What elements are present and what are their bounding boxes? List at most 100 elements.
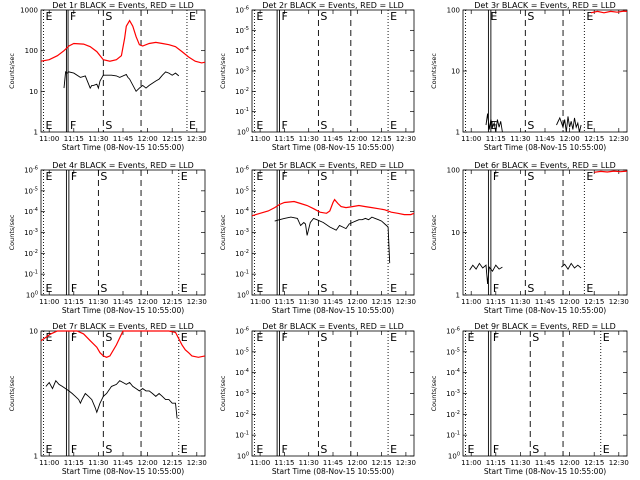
marker-label-top: E <box>181 170 188 183</box>
marker-label-top: E <box>45 10 52 23</box>
y-tick-label: 1 <box>456 292 460 300</box>
events-series-line <box>63 71 180 93</box>
y-tick-label: 1 <box>456 129 460 137</box>
x-tick-label: 12:00 <box>560 459 580 467</box>
marker-label-top: S <box>105 10 112 23</box>
x-tick-label: 11:45 <box>323 459 343 467</box>
marker-label-top: F <box>282 331 288 344</box>
y-tick-label: 10-6 <box>235 327 249 336</box>
marker-label-bottom: S <box>100 282 107 295</box>
y-tick-label: 100 <box>237 452 249 461</box>
y-tick-label: 10-3 <box>235 389 249 398</box>
x-tick-label: 12:30 <box>396 135 416 143</box>
marker-label-top: E <box>390 10 397 23</box>
marker-label-top: S <box>320 331 327 344</box>
x-tick-label: 11:00 <box>461 298 481 306</box>
y-tick-label: 10-2 <box>446 410 460 419</box>
x-tick-label: 11:15 <box>64 459 84 467</box>
marker-label-top: E <box>490 10 497 23</box>
x-tick-label: 12:00 <box>138 298 158 306</box>
chart-panel: Det 8r BLACK = Events, RED = LLD 11:00 11:… <box>219 322 416 476</box>
marker-label-top: F <box>282 170 288 183</box>
marker-label-bottom: E <box>256 119 263 132</box>
chart-title: Det 1r BLACK = Events, RED = LLD <box>52 1 194 10</box>
lld-series-line <box>251 198 415 217</box>
x-tick-label: 12:15 <box>372 298 392 306</box>
marker-label-top: E <box>45 331 52 344</box>
y-axis-label: Counts/sec <box>430 53 438 89</box>
y-tick-label: 10 <box>451 229 460 237</box>
x-tick-label: 11:00 <box>39 135 59 143</box>
marker-label-bottom: S <box>105 443 112 456</box>
chart-panel: Det 3r BLACK = Events, RED = LLD 11:00 11:… <box>430 1 629 152</box>
y-tick-label: 10-4 <box>235 368 249 377</box>
axes-frame <box>251 330 415 457</box>
events-series-line <box>45 379 178 419</box>
chart-title: Det 7r BLACK = Events, RED = LLD <box>52 322 194 331</box>
x-axis-label: Start Time (08-Nov-15 10:55:00) <box>484 143 606 152</box>
y-tick-label: 10-4 <box>24 207 38 216</box>
chart-title: Det 8r BLACK = Events, RED = LLD <box>262 322 404 331</box>
marker-label-top: F <box>71 170 77 183</box>
y-tick-label: 10-5 <box>235 26 249 35</box>
chart-title: Det 2r BLACK = Events, RED = LLD <box>262 1 404 10</box>
events-series-line <box>556 116 582 133</box>
marker-label-bottom: E <box>256 443 263 456</box>
y-tick-label: 10 <box>451 68 460 76</box>
y-tick-label: 100 <box>447 7 460 15</box>
y-tick-label: 10-5 <box>235 186 249 195</box>
x-tick-label: 11:00 <box>250 298 270 306</box>
x-tick-label: 11:30 <box>88 135 108 143</box>
y-axis-label: Counts/sec <box>8 53 16 89</box>
marker-label-bottom: S <box>105 119 112 132</box>
y-tick-label: 10-5 <box>235 347 249 356</box>
x-tick-label: 11:15 <box>486 459 506 467</box>
x-tick-label: 11:15 <box>274 298 294 306</box>
y-tick-label: 10-6 <box>235 166 249 175</box>
y-tick-label: 10-4 <box>446 368 460 377</box>
axes-frame <box>251 169 415 296</box>
x-tick-label: 12:15 <box>584 298 604 306</box>
y-tick-label: 100 <box>448 452 460 461</box>
x-axis-label: Start Time (08-Nov-15 10:55:00) <box>484 467 606 476</box>
marker-label-top: F <box>493 331 499 344</box>
y-tick-label: 10-6 <box>446 327 460 336</box>
events-series-line <box>469 262 503 285</box>
x-tick-label: 11:45 <box>535 459 555 467</box>
marker-label-top: E <box>256 10 263 23</box>
x-tick-label: 11:30 <box>88 459 108 467</box>
chart-panel: Det 6r BLACK = Events, RED = LLD 11:00 11:… <box>430 161 629 315</box>
marker-label-bottom: S <box>532 443 539 456</box>
marker-label-bottom: S <box>320 119 327 132</box>
marker-label-bottom: S <box>527 282 534 295</box>
marker-label-bottom: F <box>282 282 288 295</box>
y-axis-label: Counts/sec <box>219 375 227 411</box>
y-tick-label: 10-4 <box>235 46 249 55</box>
y-tick-label: 10-3 <box>235 67 249 76</box>
marker-label-top: S <box>105 331 112 344</box>
marker-label-top: E <box>586 170 593 183</box>
marker-label-bottom: E <box>467 443 474 456</box>
y-tick-label: 10-2 <box>24 249 38 258</box>
y-tick-label: 10-2 <box>235 410 249 419</box>
marker-label-bottom: E <box>45 443 52 456</box>
y-tick-label: 100 <box>447 167 460 175</box>
marker-label-bottom: S <box>527 119 534 132</box>
x-tick-label: 12:00 <box>347 135 367 143</box>
y-tick-label: 10-1 <box>446 431 460 440</box>
marker-label-bottom: E <box>390 282 397 295</box>
x-tick-label: 12:00 <box>560 135 580 143</box>
x-tick-label: 11:15 <box>64 298 84 306</box>
x-tick-label: 11:00 <box>250 135 270 143</box>
x-tick-label: 11:30 <box>299 298 319 306</box>
x-tick-label: 11:30 <box>299 135 319 143</box>
y-tick-label: 10-3 <box>235 228 249 237</box>
marker-label-bottom: F <box>71 282 77 295</box>
x-tick-label: 12:15 <box>584 135 604 143</box>
marker-label-bottom: F <box>71 443 77 456</box>
marker-label-top: F <box>282 10 288 23</box>
chart-panel: Det 1r BLACK = Events, RED = LLD 11:00 11:… <box>8 1 207 152</box>
marker-label-top: S <box>320 10 327 23</box>
marker-label-bottom: F <box>282 119 288 132</box>
y-axis-label: Counts/sec <box>430 214 438 250</box>
